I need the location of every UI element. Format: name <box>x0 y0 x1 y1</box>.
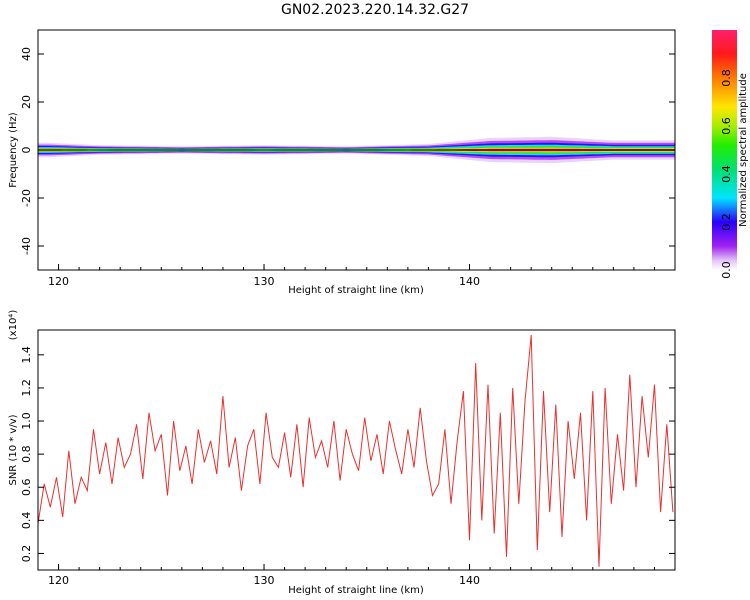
colorbar-tick-label: 0.0 <box>720 261 733 279</box>
spectrogram-y-axis-label: Frequency (Hz) <box>8 112 19 188</box>
snr-scale-label: (x10⁴) <box>8 310 19 341</box>
snr-x-tick-label: 120 <box>48 574 69 587</box>
colorbar: 0.0 0.2 0.4 0.6 0.8 Normalized spectral ampl… <box>712 30 749 279</box>
spectrogram-y-tick-label: 0 <box>20 147 33 154</box>
snr-x-tick-label: 130 <box>254 574 275 587</box>
spectrogram-x-axis-label: Height of straight line (km) <box>288 285 424 296</box>
snr-x-axis-label: Height of straight line (km) <box>288 585 424 596</box>
snr-y-axis-label: SNR (10 * v/v) <box>8 414 19 485</box>
snr-series-line <box>37 334 674 567</box>
spectrogram-panel: 120 130 140 40 20 0 -20 -40 Height of straight… <box>8 29 676 296</box>
snr-y-tick-label: 0.4 <box>20 512 33 530</box>
snr-y-tick-label: 0.6 <box>20 478 33 496</box>
snr-panel: 120 130 140 0.2 0.4 0.6 0.8 1.0 1.2 1.4 Height o… <box>8 310 676 596</box>
spectrogram-y-tick-label: 40 <box>20 47 33 61</box>
spectrogram-y-tick-label: 20 <box>20 95 33 109</box>
spectrogram-y-tick-label: -40 <box>20 237 33 255</box>
spectrogram-y-tick-label: -20 <box>20 189 33 207</box>
colorbar-tick-label: 0.8 <box>720 69 733 87</box>
snr-x-tick-label: 140 <box>459 574 480 587</box>
chart-title: GN02.2023.220.14.32.G27 <box>280 2 470 18</box>
colorbar-tick-label: 0.4 <box>720 165 733 183</box>
spectrogram-x-tick-label: 140 <box>459 275 480 288</box>
snr-y-tick-label: 1.0 <box>20 412 33 430</box>
snr-y-tick-label: 0.8 <box>20 445 33 463</box>
spectrogram-x-tick-label: 130 <box>254 275 275 288</box>
colorbar-tick-label: 0.2 <box>720 213 733 231</box>
spectrogram-x-tick-label: 120 <box>48 275 69 288</box>
snr-frame <box>37 329 676 571</box>
snr-plot-area <box>38 330 675 570</box>
snr-y-tick-label: 1.4 <box>20 346 33 364</box>
snr-y-tick-label: 0.2 <box>20 545 33 563</box>
snr-y-tick-label: 1.2 <box>20 379 33 397</box>
colorbar-gradient <box>712 30 737 270</box>
colorbar-tick-label: 0.6 <box>720 117 733 135</box>
colorbar-label: Normalized spectral amplitude <box>738 73 749 227</box>
